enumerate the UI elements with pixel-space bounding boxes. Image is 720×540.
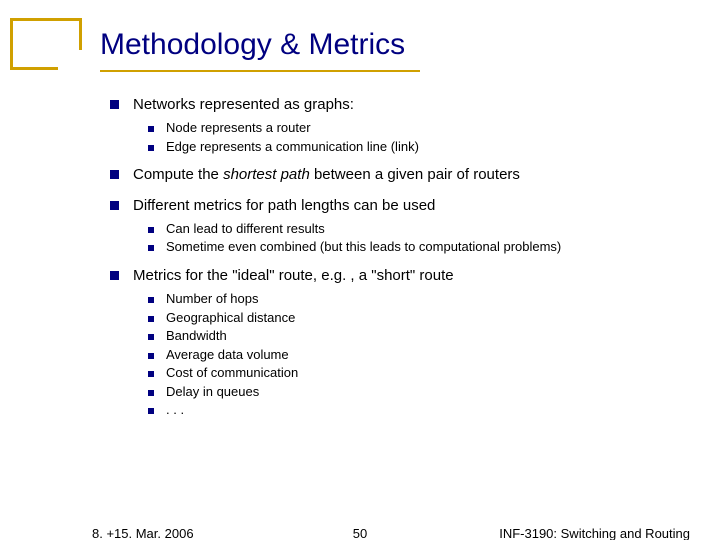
square-bullet-icon xyxy=(148,408,154,414)
square-bullet-icon xyxy=(110,201,119,210)
square-bullet-icon xyxy=(148,316,154,322)
footer-course: INF-3190: Switching and Routing xyxy=(499,526,690,540)
bullet-2-emph: shortest path xyxy=(223,166,310,183)
title-decoration-box xyxy=(10,18,82,70)
slide-body: Networks represented as graphs: Node rep… xyxy=(110,85,690,419)
bullet-1-sub-2-text: Edge represents a communication line (li… xyxy=(166,138,419,156)
bullet-1-sub-1: Node represents a router xyxy=(148,119,690,137)
bullet-1-sub-2: Edge represents a communication line (li… xyxy=(148,138,690,156)
bullet-2: Compute the shortest path between a give… xyxy=(110,165,690,185)
bullet-4-sub-5-text: Cost of communication xyxy=(166,364,298,382)
bullet-3-sub-2-text: Sometime even combined (but this leads t… xyxy=(166,238,561,256)
square-bullet-icon xyxy=(148,145,154,151)
bullet-4-sub-7: . . . xyxy=(148,401,690,419)
square-bullet-icon xyxy=(110,271,119,280)
bullet-3-sub-1: Can lead to different results xyxy=(148,220,690,238)
bullet-4-sub-6: Delay in queues xyxy=(148,383,690,401)
bullet-3-text: Different metrics for path lengths can b… xyxy=(133,196,435,216)
square-bullet-icon xyxy=(148,245,154,251)
bullet-4-sub-2: Geographical distance xyxy=(148,309,690,327)
bullet-4-sub-1-text: Number of hops xyxy=(166,290,259,308)
bullet-3-sub-1-text: Can lead to different results xyxy=(166,220,325,238)
title-underline xyxy=(100,70,420,72)
square-bullet-icon xyxy=(148,353,154,359)
bullet-1-sub-1-text: Node represents a router xyxy=(166,119,311,137)
bullet-4-sub-6-text: Delay in queues xyxy=(166,383,259,401)
bullet-4-sub-4-text: Average data volume xyxy=(166,346,289,364)
bullet-4-sub-1: Number of hops xyxy=(148,290,690,308)
square-bullet-icon xyxy=(148,390,154,396)
square-bullet-icon xyxy=(110,100,119,109)
bullet-2-text: Compute the shortest path between a give… xyxy=(133,165,520,185)
bullet-4-sub-5: Cost of communication xyxy=(148,364,690,382)
slide-title: Methodology & Metrics xyxy=(100,28,405,62)
square-bullet-icon xyxy=(148,371,154,377)
square-bullet-icon xyxy=(148,297,154,303)
bullet-4-sub-4: Average data volume xyxy=(148,346,690,364)
bullet-3: Different metrics for path lengths can b… xyxy=(110,196,690,256)
bullet-1-text: Networks represented as graphs: xyxy=(133,95,354,115)
bullet-3-sub-2: Sometime even combined (but this leads t… xyxy=(148,238,690,256)
bullet-2-pre: Compute the xyxy=(133,166,223,183)
bullet-2-post: between a given pair of routers xyxy=(310,166,520,183)
slide: Methodology & Metrics Networks represent… xyxy=(0,0,720,540)
bullet-4: Metrics for the "ideal" route, e.g. , a … xyxy=(110,266,690,419)
square-bullet-icon xyxy=(110,170,119,179)
square-bullet-icon xyxy=(148,334,154,340)
bullet-4-sub-7-text: . . . xyxy=(166,401,184,419)
square-bullet-icon xyxy=(148,227,154,233)
bullet-1: Networks represented as graphs: Node rep… xyxy=(110,95,690,155)
square-bullet-icon xyxy=(148,126,154,132)
bullet-4-text: Metrics for the "ideal" route, e.g. , a … xyxy=(133,266,454,286)
bullet-4-sub-2-text: Geographical distance xyxy=(166,309,295,327)
bullet-4-sub-3: Bandwidth xyxy=(148,327,690,345)
bullet-4-sub-3-text: Bandwidth xyxy=(166,327,227,345)
